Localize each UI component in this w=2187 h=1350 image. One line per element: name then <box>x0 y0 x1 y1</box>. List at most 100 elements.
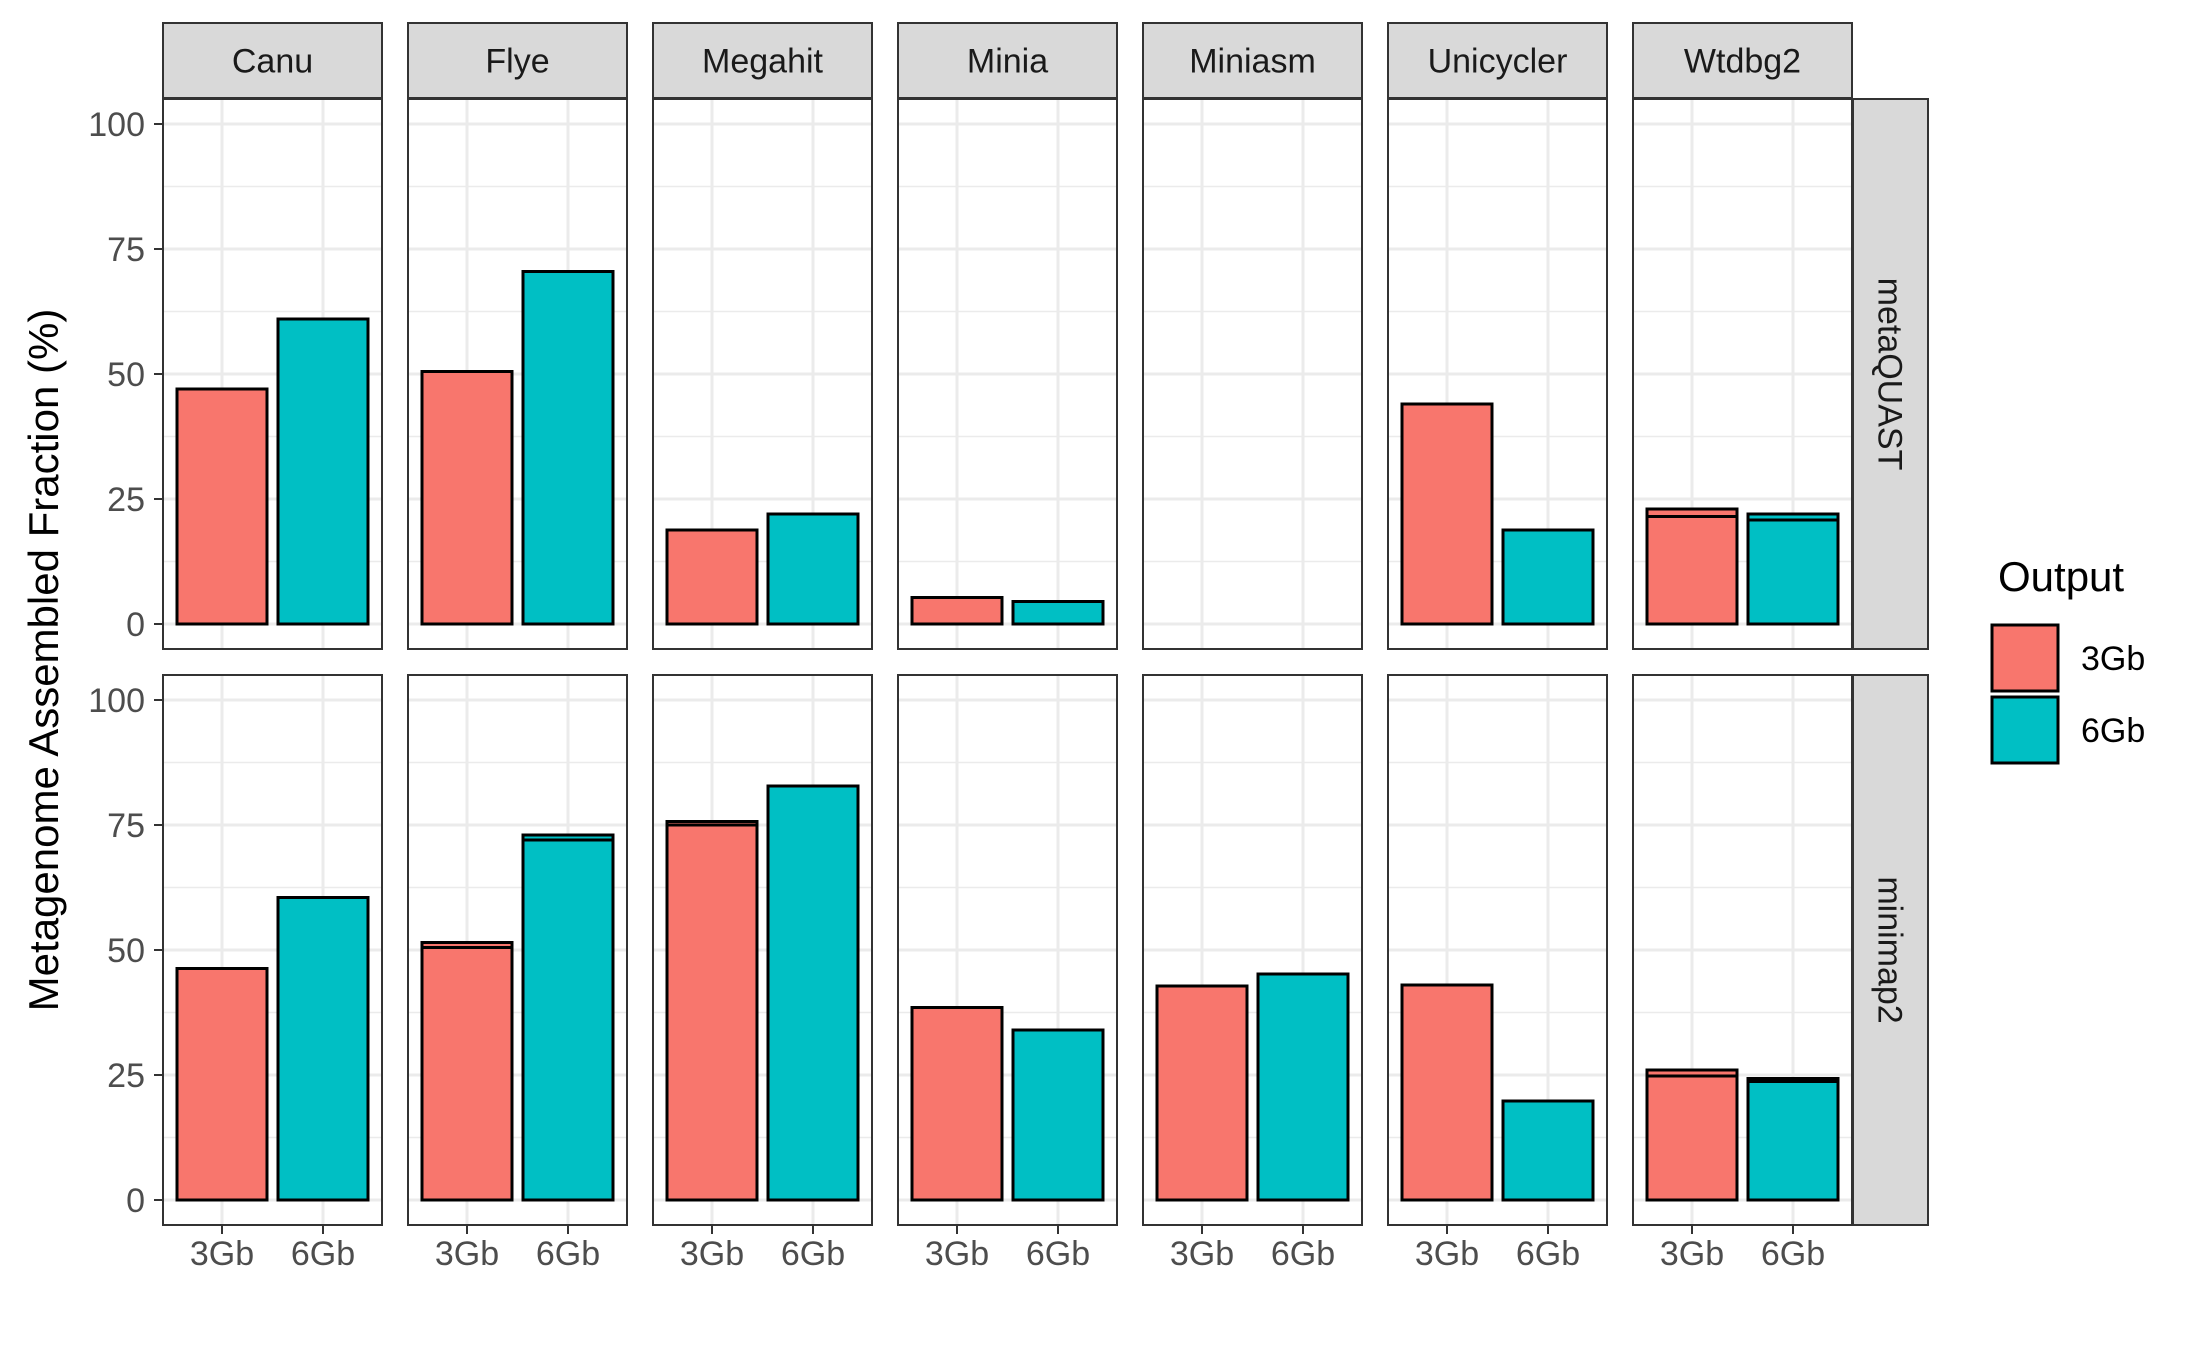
bar-flye-6gb <box>521 833 615 1202</box>
bar-unicycler-3gb <box>1400 983 1494 1202</box>
legend-label-6gb: 6Gb <box>2081 712 2145 750</box>
bar-miniasm-3gb <box>1155 984 1249 1202</box>
panel-minimap2-unicycler <box>1387 674 1608 1226</box>
x-tick-label: 3Gb <box>1415 1235 1479 1273</box>
legend-label-3gb: 3Gb <box>2081 640 2145 678</box>
legend-title: Output <box>1998 553 2124 600</box>
row-strip-label-metaquast: metaQUAST <box>1871 278 1909 471</box>
panel-border <box>1142 98 1363 650</box>
strip-label-canu: Canu <box>232 43 313 81</box>
strip-label-megahit: Megahit <box>702 43 824 81</box>
panel-minimap2-megahit <box>652 674 873 1226</box>
panel-metaquast-megahit <box>652 98 873 650</box>
panel-border <box>1632 98 1853 650</box>
x-tick-label: 3Gb <box>1660 1235 1724 1273</box>
y-tick-label: 75 <box>107 231 145 269</box>
panel-metaquast-canu <box>162 98 383 650</box>
y-tick-label: 100 <box>88 106 145 144</box>
y-tick-label: 25 <box>107 481 145 519</box>
strip-unicycler <box>1387 22 1608 99</box>
panel-minimap2-flye <box>407 674 628 1226</box>
panel-border <box>1387 674 1608 1226</box>
bar-wtdbg2-6gb <box>1746 512 1840 626</box>
x-tick-label: 6Gb <box>1761 1235 1825 1273</box>
x-tick-label: 3Gb <box>925 1235 989 1273</box>
panel-metaquast-wtdbg2 <box>1632 98 1853 650</box>
bar-miniasm-6gb <box>1256 972 1350 1202</box>
panel-metaquast-unicycler <box>1387 98 1608 650</box>
strip-label-unicycler: Unicycler <box>1428 43 1568 81</box>
panel-border <box>652 98 873 650</box>
x-tick-label: 3Gb <box>435 1235 499 1273</box>
bar-megahit-3gb <box>665 528 759 626</box>
strip-label-minia: Minia <box>967 43 1048 81</box>
legend-key-6gb <box>1990 695 2060 765</box>
bar-unicycler-6gb <box>1501 528 1595 626</box>
panel-border <box>1387 98 1608 650</box>
panel-metaquast-minia <box>897 98 1118 650</box>
y-tick-label: 50 <box>107 932 145 970</box>
bar-minia-3gb <box>910 596 1004 626</box>
panel-border <box>1142 674 1363 1226</box>
bar-canu-6gb <box>276 317 370 626</box>
facet-panels: Canu Flye Megahit Minia Miniasm Unicycler Wtdb… <box>88 22 1929 1273</box>
y-tick-label: 0 <box>126 1182 145 1220</box>
legend: Output 3Gb 6Gb <box>1990 553 2145 765</box>
panel-border <box>407 674 628 1226</box>
strip-label-wtdbg2: Wtdbg2 <box>1684 43 1801 81</box>
bar-unicycler-6gb <box>1501 1099 1595 1202</box>
panel-border <box>407 98 628 650</box>
x-tick-label: 6Gb <box>1516 1235 1580 1273</box>
panel-metaquast-flye <box>407 98 628 650</box>
panel-minimap2-canu <box>162 674 383 1226</box>
y-tick-label: 0 <box>126 606 145 644</box>
panel-border <box>652 674 873 1226</box>
x-tick-label: 3Gb <box>1170 1235 1234 1273</box>
x-tick-label: 6Gb <box>291 1235 355 1273</box>
y-tick-label: 25 <box>107 1057 145 1095</box>
y-tick-label: 50 <box>107 356 145 394</box>
strip-label-flye: Flye <box>485 43 549 81</box>
bar-canu-6gb <box>276 896 370 1202</box>
bar-flye-3gb <box>420 370 514 626</box>
panel-border <box>162 98 383 650</box>
bar-canu-3gb <box>175 967 269 1202</box>
x-tick-label: 6Gb <box>781 1235 845 1273</box>
bar-flye-3gb <box>420 941 514 1202</box>
panel-metaquast-miniasm <box>1142 98 1363 650</box>
bar-megahit-3gb <box>665 820 759 1202</box>
bar-minia-6gb <box>1011 1028 1105 1202</box>
panel-minimap2-minia <box>897 674 1118 1226</box>
row-strip-label-minimap2: minimap2 <box>1871 876 1909 1023</box>
bar-minia-3gb <box>910 1006 1004 1202</box>
panel-border <box>162 674 383 1226</box>
x-tick-label: 6Gb <box>1271 1235 1335 1273</box>
bar-wtdbg2-6gb <box>1746 1077 1840 1202</box>
panel-border <box>1632 674 1853 1226</box>
legend-key-3gb <box>1990 623 2060 693</box>
strip-label-miniasm: Miniasm <box>1189 43 1316 81</box>
panel-minimap2-miniasm <box>1142 674 1363 1226</box>
strip-flye <box>407 22 628 99</box>
x-tick-label: 3Gb <box>190 1235 254 1273</box>
bar-megahit-6gb <box>766 784 860 1202</box>
bar-unicycler-3gb <box>1400 402 1494 626</box>
strip-megahit <box>652 22 873 99</box>
x-tick-label: 6Gb <box>536 1235 600 1273</box>
bar-wtdbg2-3gb <box>1645 507 1739 626</box>
y-axis-title: Metagenome Assembled Fraction (%) <box>20 309 67 1012</box>
y-tick-label: 100 <box>88 682 145 720</box>
bar-megahit-6gb <box>766 512 860 626</box>
panel-minimap2-wtdbg2 <box>1632 674 1853 1226</box>
bar-wtdbg2-3gb <box>1645 1068 1739 1202</box>
panel-border <box>897 674 1118 1226</box>
strip-minia <box>897 22 1118 99</box>
panel-border <box>897 98 1118 650</box>
x-tick-label: 3Gb <box>680 1235 744 1273</box>
y-tick-label: 75 <box>107 807 145 845</box>
bar-canu-3gb <box>175 387 269 626</box>
x-tick-label: 6Gb <box>1026 1235 1090 1273</box>
bar-flye-6gb <box>521 270 615 626</box>
bar-minia-6gb <box>1011 600 1105 626</box>
